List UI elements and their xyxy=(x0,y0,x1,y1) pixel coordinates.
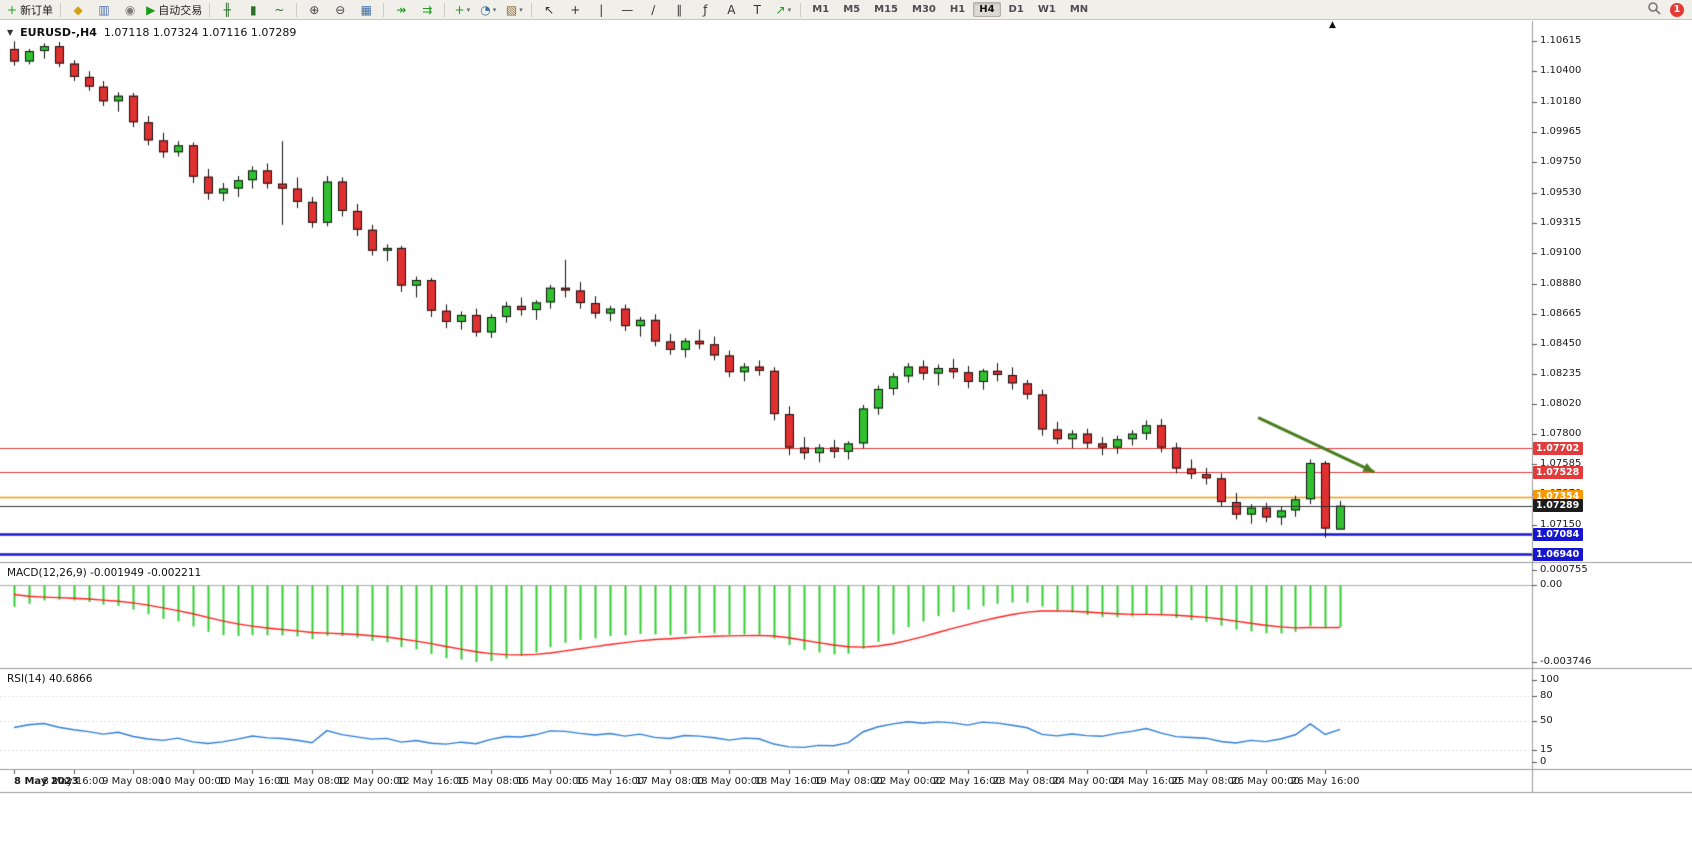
new-order-button[interactable]: + 新订单 xyxy=(4,0,56,20)
search-button[interactable] xyxy=(1647,0,1661,19)
indicators-button[interactable]: + ▾ xyxy=(449,0,475,20)
window-menu-icon[interactable]: ▼ xyxy=(7,28,14,37)
market-watch-button[interactable]: ◆ xyxy=(65,0,91,20)
new-order-icon: + xyxy=(7,2,18,17)
zoom-in-icon: ⊕ xyxy=(309,2,320,17)
vertical-line-icon: | xyxy=(599,2,604,17)
text-button[interactable]: A xyxy=(718,0,744,20)
crosshair-button[interactable]: + xyxy=(562,0,588,20)
channel-button[interactable]: ∥ xyxy=(666,0,692,20)
periods-icon: ◔ xyxy=(480,2,491,17)
toolbar-separator xyxy=(800,2,802,17)
cursor-button[interactable]: ↖ xyxy=(536,0,562,20)
cursor-icon: ↖ xyxy=(544,2,555,17)
candlestick-chart-icon: ▮ xyxy=(249,2,257,17)
toolbar-separator xyxy=(60,2,62,17)
navigator-icon: ◉ xyxy=(124,2,136,17)
channel-icon: ∥ xyxy=(676,2,683,17)
vertical-line-button[interactable]: | xyxy=(588,0,614,20)
candlestick-chart-button[interactable]: ▮ xyxy=(240,0,266,20)
ohlc-values: 1.07118 1.07324 1.07116 1.07289 xyxy=(103,26,297,39)
zoom-in-button[interactable]: ⊕ xyxy=(301,0,327,20)
trendline-icon: ∕ xyxy=(651,2,656,17)
text-icon: A xyxy=(727,2,736,17)
line-chart-icon: ~ xyxy=(274,2,285,17)
templates-button[interactable]: ▧ ▾ xyxy=(501,0,527,20)
macd-indicator-label: MACD(12,26,9) -0.001949 -0.002211 xyxy=(7,567,202,579)
zoom-out-button[interactable]: ⊖ xyxy=(327,0,353,20)
navigator-button[interactable]: ◉ xyxy=(117,0,143,20)
dropdown-caret-icon: ▾ xyxy=(787,5,792,14)
toolbar-separator xyxy=(444,2,446,17)
chart-shift-button[interactable]: ⇉ xyxy=(414,0,440,20)
toolbar-separator xyxy=(531,2,533,17)
chart-shift-icon: ⇉ xyxy=(422,2,433,17)
timeframe-m1[interactable]: M1 xyxy=(812,4,830,15)
text-label-icon: T xyxy=(753,2,761,17)
autotrading-button-label: 自动交易 xyxy=(158,3,203,17)
periods-button[interactable]: ◔ ▾ xyxy=(475,0,501,20)
auto-scroll-button[interactable]: ↠ xyxy=(388,0,414,20)
toolbar-right-group: 1 xyxy=(1647,0,1688,19)
timeframe-m15[interactable]: M15 xyxy=(874,4,899,15)
bar-chart-icon: ╫ xyxy=(223,2,231,17)
horizontal-line-button[interactable]: — xyxy=(614,0,640,20)
timeframe-mn[interactable]: MN xyxy=(1069,4,1089,15)
market-watch-icon: ◆ xyxy=(73,2,83,17)
rsi-indicator-label: RSI(14) 40.6866 xyxy=(7,673,93,685)
dropdown-caret-icon: ▾ xyxy=(466,5,471,14)
arrows-button[interactable]: ↗ ▾ xyxy=(770,0,796,20)
indicators-icon: + xyxy=(454,2,465,17)
dropdown-caret-icon: ▾ xyxy=(492,5,497,14)
timeframe-m5[interactable]: M5 xyxy=(843,4,861,15)
timeframe-h1[interactable]: H1 xyxy=(949,4,966,15)
timeframe-w1[interactable]: W1 xyxy=(1037,4,1056,15)
notifications-badge[interactable]: 1 xyxy=(1670,2,1684,17)
auto-scroll-icon: ↠ xyxy=(396,2,407,17)
templates-icon: ▧ xyxy=(505,2,518,17)
toolbar-separator xyxy=(296,2,298,17)
chart-shift-marker[interactable]: ▲ xyxy=(1329,20,1336,30)
toolbar: + 新订单 ◆ ▥ ◉ ▶ 自动交易 ╫ ▮ ~ ⊕ ⊖ ▦ ↠ ⇉ + ▾ ◔ ▾ ▧ ▾ ↖ + | — ∕ ∥ ƒ A T ↗ ▾ M1 M… xyxy=(0,0,1692,20)
data-window-icon: ▥ xyxy=(98,2,110,17)
chart-symbol-label: ▼ EURUSD-,H4 1.07118 1.07324 1.07116 1.0… xyxy=(7,26,296,39)
trendline-button[interactable]: ∕ xyxy=(640,0,666,20)
crosshair-icon: + xyxy=(570,2,581,17)
toolbar-separator xyxy=(383,2,385,17)
zoom-out-icon: ⊖ xyxy=(335,2,346,17)
arrows-icon: ↗ xyxy=(775,2,786,17)
text-label-button[interactable]: T xyxy=(744,0,770,20)
timeframe-m30[interactable]: M30 xyxy=(912,4,936,15)
fibonacci-button[interactable]: ƒ xyxy=(692,0,718,20)
symbol-text: EURUSD-,H4 xyxy=(20,26,97,39)
fibonacci-icon: ƒ xyxy=(703,2,708,17)
toolbar-separator xyxy=(209,2,211,17)
new-order-button-label: 新订单 xyxy=(20,3,54,17)
line-chart-button[interactable]: ~ xyxy=(266,0,292,20)
autotrading-button[interactable]: ▶ 自动交易 xyxy=(143,0,205,20)
timeframe-h4[interactable]: H4 xyxy=(973,2,1001,17)
autotrading-icon: ▶ xyxy=(146,2,156,17)
horizontal-line-icon: — xyxy=(621,2,634,17)
tile-windows-button[interactable]: ▦ xyxy=(353,0,379,20)
dropdown-caret-icon: ▾ xyxy=(519,5,523,14)
bar-chart-button[interactable]: ╫ xyxy=(214,0,240,20)
timeframe-d1[interactable]: D1 xyxy=(1008,4,1024,15)
data-window-button[interactable]: ▥ xyxy=(91,0,117,20)
tile-windows-icon: ▦ xyxy=(360,2,372,17)
search-icon xyxy=(1648,2,1661,15)
